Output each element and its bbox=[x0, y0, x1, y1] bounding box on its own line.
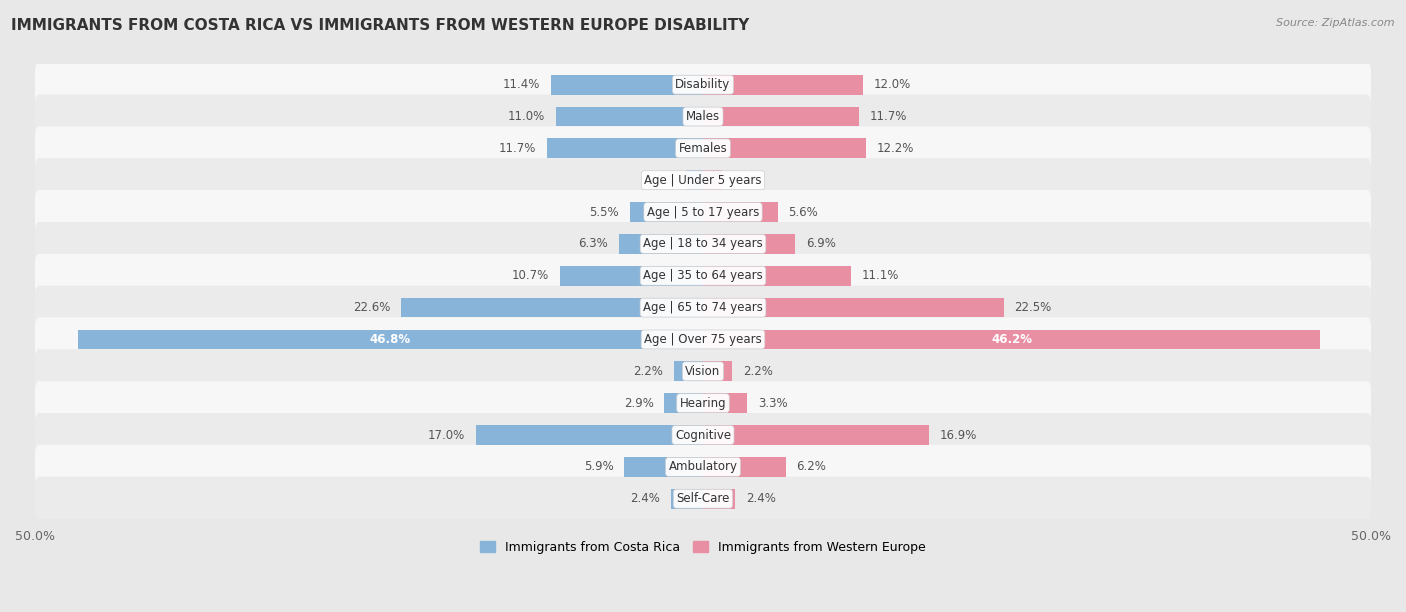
Text: Disability: Disability bbox=[675, 78, 731, 91]
Bar bbox=[703, 297, 1004, 318]
FancyBboxPatch shape bbox=[35, 190, 1371, 234]
Text: 11.0%: 11.0% bbox=[508, 110, 546, 123]
Text: Age | 5 to 17 years: Age | 5 to 17 years bbox=[647, 206, 759, 218]
Bar bbox=[560, 266, 703, 286]
Bar bbox=[703, 170, 721, 190]
Bar bbox=[703, 202, 778, 222]
Bar bbox=[703, 330, 1320, 349]
Text: Age | 35 to 64 years: Age | 35 to 64 years bbox=[643, 269, 763, 282]
Text: Age | Under 5 years: Age | Under 5 years bbox=[644, 174, 762, 187]
Text: Hearing: Hearing bbox=[679, 397, 727, 409]
Text: 17.0%: 17.0% bbox=[427, 428, 465, 441]
Text: 2.2%: 2.2% bbox=[633, 365, 662, 378]
Bar bbox=[703, 457, 786, 477]
Text: 2.4%: 2.4% bbox=[745, 492, 776, 505]
Bar bbox=[475, 425, 703, 445]
Text: 22.5%: 22.5% bbox=[1014, 301, 1052, 314]
Bar bbox=[555, 106, 703, 127]
Text: 5.6%: 5.6% bbox=[789, 206, 818, 218]
Bar bbox=[664, 394, 703, 413]
Bar bbox=[551, 75, 703, 94]
Bar bbox=[624, 457, 703, 477]
Bar bbox=[703, 489, 735, 509]
Text: 12.2%: 12.2% bbox=[877, 142, 914, 155]
Bar bbox=[77, 330, 703, 349]
Text: Cognitive: Cognitive bbox=[675, 428, 731, 441]
FancyBboxPatch shape bbox=[35, 159, 1371, 202]
Text: Self-Care: Self-Care bbox=[676, 492, 730, 505]
Text: Age | Over 75 years: Age | Over 75 years bbox=[644, 333, 762, 346]
Text: 2.4%: 2.4% bbox=[630, 492, 661, 505]
Bar bbox=[619, 234, 703, 254]
Text: 1.3%: 1.3% bbox=[645, 174, 675, 187]
Bar bbox=[630, 202, 703, 222]
Bar bbox=[673, 362, 703, 381]
Text: 11.1%: 11.1% bbox=[862, 269, 900, 282]
Text: 11.4%: 11.4% bbox=[502, 78, 540, 91]
FancyBboxPatch shape bbox=[35, 318, 1371, 362]
Text: 5.9%: 5.9% bbox=[583, 460, 613, 473]
Text: 46.2%: 46.2% bbox=[991, 333, 1032, 346]
Bar bbox=[703, 362, 733, 381]
Text: 2.9%: 2.9% bbox=[624, 397, 654, 409]
Text: 6.3%: 6.3% bbox=[578, 237, 609, 250]
Bar bbox=[547, 138, 703, 159]
Text: 46.8%: 46.8% bbox=[370, 333, 411, 346]
Bar bbox=[703, 394, 747, 413]
FancyBboxPatch shape bbox=[35, 222, 1371, 266]
Text: Ambulatory: Ambulatory bbox=[668, 460, 738, 473]
Bar bbox=[703, 75, 863, 94]
Bar bbox=[686, 170, 703, 190]
FancyBboxPatch shape bbox=[35, 127, 1371, 170]
FancyBboxPatch shape bbox=[35, 62, 1371, 106]
FancyBboxPatch shape bbox=[35, 286, 1371, 330]
FancyBboxPatch shape bbox=[35, 413, 1371, 457]
Text: Source: ZipAtlas.com: Source: ZipAtlas.com bbox=[1277, 18, 1395, 28]
Text: Vision: Vision bbox=[685, 365, 721, 378]
FancyBboxPatch shape bbox=[35, 381, 1371, 425]
Text: 1.4%: 1.4% bbox=[733, 174, 762, 187]
Bar bbox=[703, 106, 859, 127]
Text: 11.7%: 11.7% bbox=[870, 110, 907, 123]
Text: 16.9%: 16.9% bbox=[939, 428, 977, 441]
Text: Males: Males bbox=[686, 110, 720, 123]
Bar bbox=[703, 234, 796, 254]
FancyBboxPatch shape bbox=[35, 349, 1371, 394]
FancyBboxPatch shape bbox=[35, 477, 1371, 521]
Text: 12.0%: 12.0% bbox=[875, 78, 911, 91]
Legend: Immigrants from Costa Rica, Immigrants from Western Europe: Immigrants from Costa Rica, Immigrants f… bbox=[475, 536, 931, 559]
Bar bbox=[401, 297, 703, 318]
Bar bbox=[703, 425, 929, 445]
Text: 11.7%: 11.7% bbox=[499, 142, 536, 155]
Text: Age | 18 to 34 years: Age | 18 to 34 years bbox=[643, 237, 763, 250]
Text: Age | 65 to 74 years: Age | 65 to 74 years bbox=[643, 301, 763, 314]
Text: IMMIGRANTS FROM COSTA RICA VS IMMIGRANTS FROM WESTERN EUROPE DISABILITY: IMMIGRANTS FROM COSTA RICA VS IMMIGRANTS… bbox=[11, 18, 749, 34]
Text: 3.3%: 3.3% bbox=[758, 397, 787, 409]
Text: 6.2%: 6.2% bbox=[797, 460, 827, 473]
FancyBboxPatch shape bbox=[35, 445, 1371, 489]
Bar bbox=[703, 138, 866, 159]
FancyBboxPatch shape bbox=[35, 94, 1371, 138]
Text: Females: Females bbox=[679, 142, 727, 155]
FancyBboxPatch shape bbox=[35, 254, 1371, 297]
Text: 5.5%: 5.5% bbox=[589, 206, 619, 218]
Text: 10.7%: 10.7% bbox=[512, 269, 550, 282]
Text: 6.9%: 6.9% bbox=[806, 237, 835, 250]
Text: 22.6%: 22.6% bbox=[353, 301, 391, 314]
Bar bbox=[671, 489, 703, 509]
Bar bbox=[703, 266, 851, 286]
Text: 2.2%: 2.2% bbox=[744, 365, 773, 378]
